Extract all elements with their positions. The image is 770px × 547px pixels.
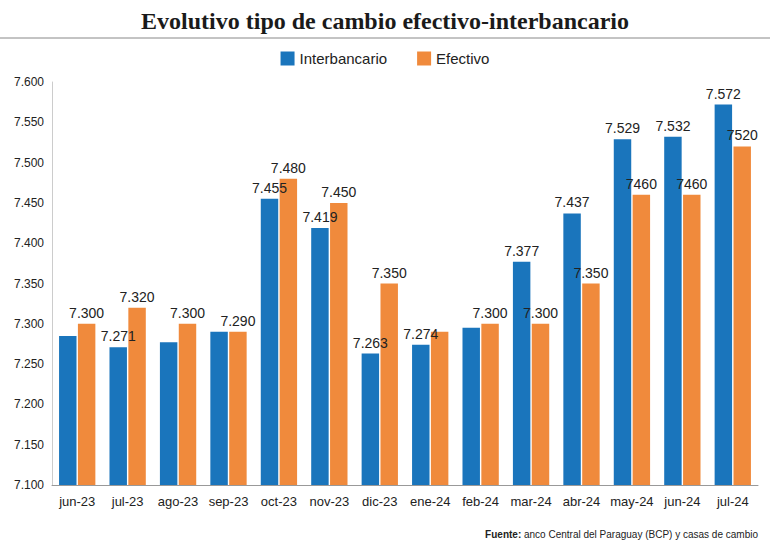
svg-text:7.437: 7.437 <box>555 194 590 210</box>
svg-text:7.455: 7.455 <box>252 180 287 196</box>
svg-text:7.271: 7.271 <box>101 328 136 344</box>
svg-text:jul-23: jul-23 <box>111 494 144 509</box>
svg-text:7.500: 7.500 <box>14 156 44 170</box>
svg-text:7520: 7520 <box>727 127 758 143</box>
svg-text:7.450: 7.450 <box>321 184 356 200</box>
svg-text:7.300: 7.300 <box>14 317 44 331</box>
svg-text:7.300: 7.300 <box>69 305 104 321</box>
svg-text:7.300: 7.300 <box>473 305 508 321</box>
svg-text:dic-23: dic-23 <box>362 494 397 509</box>
svg-text:7.100: 7.100 <box>14 478 44 492</box>
svg-text:7.274: 7.274 <box>403 326 438 342</box>
svg-text:jun-24: jun-24 <box>663 494 700 509</box>
svg-text:7.263: 7.263 <box>353 335 388 351</box>
svg-text:7.419: 7.419 <box>302 209 337 225</box>
svg-text:ene-24: ene-24 <box>410 494 450 509</box>
svg-text:7.290: 7.290 <box>220 313 255 329</box>
svg-text:Fuente:: Fuente: <box>485 529 521 540</box>
svg-text:7.480: 7.480 <box>271 160 306 176</box>
svg-text:nov-23: nov-23 <box>309 494 349 509</box>
svg-text:7460: 7460 <box>676 176 707 192</box>
svg-text:7.300: 7.300 <box>170 305 205 321</box>
svg-text:7.320: 7.320 <box>120 289 155 305</box>
svg-text:7.400: 7.400 <box>14 236 44 250</box>
svg-text:7.150: 7.150 <box>14 438 44 452</box>
svg-text:7460: 7460 <box>626 176 657 192</box>
svg-text:7.572: 7.572 <box>706 86 741 102</box>
svg-text:Evolutivo tipo de cambio efect: Evolutivo tipo de cambio efectivo-interb… <box>141 8 629 34</box>
svg-text:feb-24: feb-24 <box>462 494 499 509</box>
svg-text:jul-24: jul-24 <box>716 494 749 509</box>
svg-text:Interbancario: Interbancario <box>300 50 388 67</box>
svg-text:7.350: 7.350 <box>573 265 608 281</box>
svg-text:mar-24: mar-24 <box>510 494 551 509</box>
svg-text:ago-23: ago-23 <box>158 494 198 509</box>
svg-text:7.532: 7.532 <box>655 118 690 134</box>
svg-text:anco Central del Paraguay (BCP: anco Central del Paraguay (BCP) y casas … <box>521 529 758 540</box>
svg-text:sep-23: sep-23 <box>209 494 249 509</box>
svg-text:7.377: 7.377 <box>504 243 539 259</box>
svg-text:oct-23: oct-23 <box>261 494 297 509</box>
svg-text:Efectivo: Efectivo <box>436 50 489 67</box>
svg-text:jun-23: jun-23 <box>58 494 95 509</box>
svg-text:abr-24: abr-24 <box>563 494 601 509</box>
svg-text:7.350: 7.350 <box>372 265 407 281</box>
svg-text:may-24: may-24 <box>610 494 653 509</box>
svg-text:7.300: 7.300 <box>523 305 558 321</box>
svg-text:7.550: 7.550 <box>14 115 44 129</box>
svg-text:7.529: 7.529 <box>605 120 640 136</box>
svg-text:7.200: 7.200 <box>14 397 44 411</box>
svg-text:7.250: 7.250 <box>14 357 44 371</box>
svg-text:7.350: 7.350 <box>14 277 44 291</box>
svg-text:7.600: 7.600 <box>14 75 44 89</box>
svg-text:7.450: 7.450 <box>14 196 44 210</box>
